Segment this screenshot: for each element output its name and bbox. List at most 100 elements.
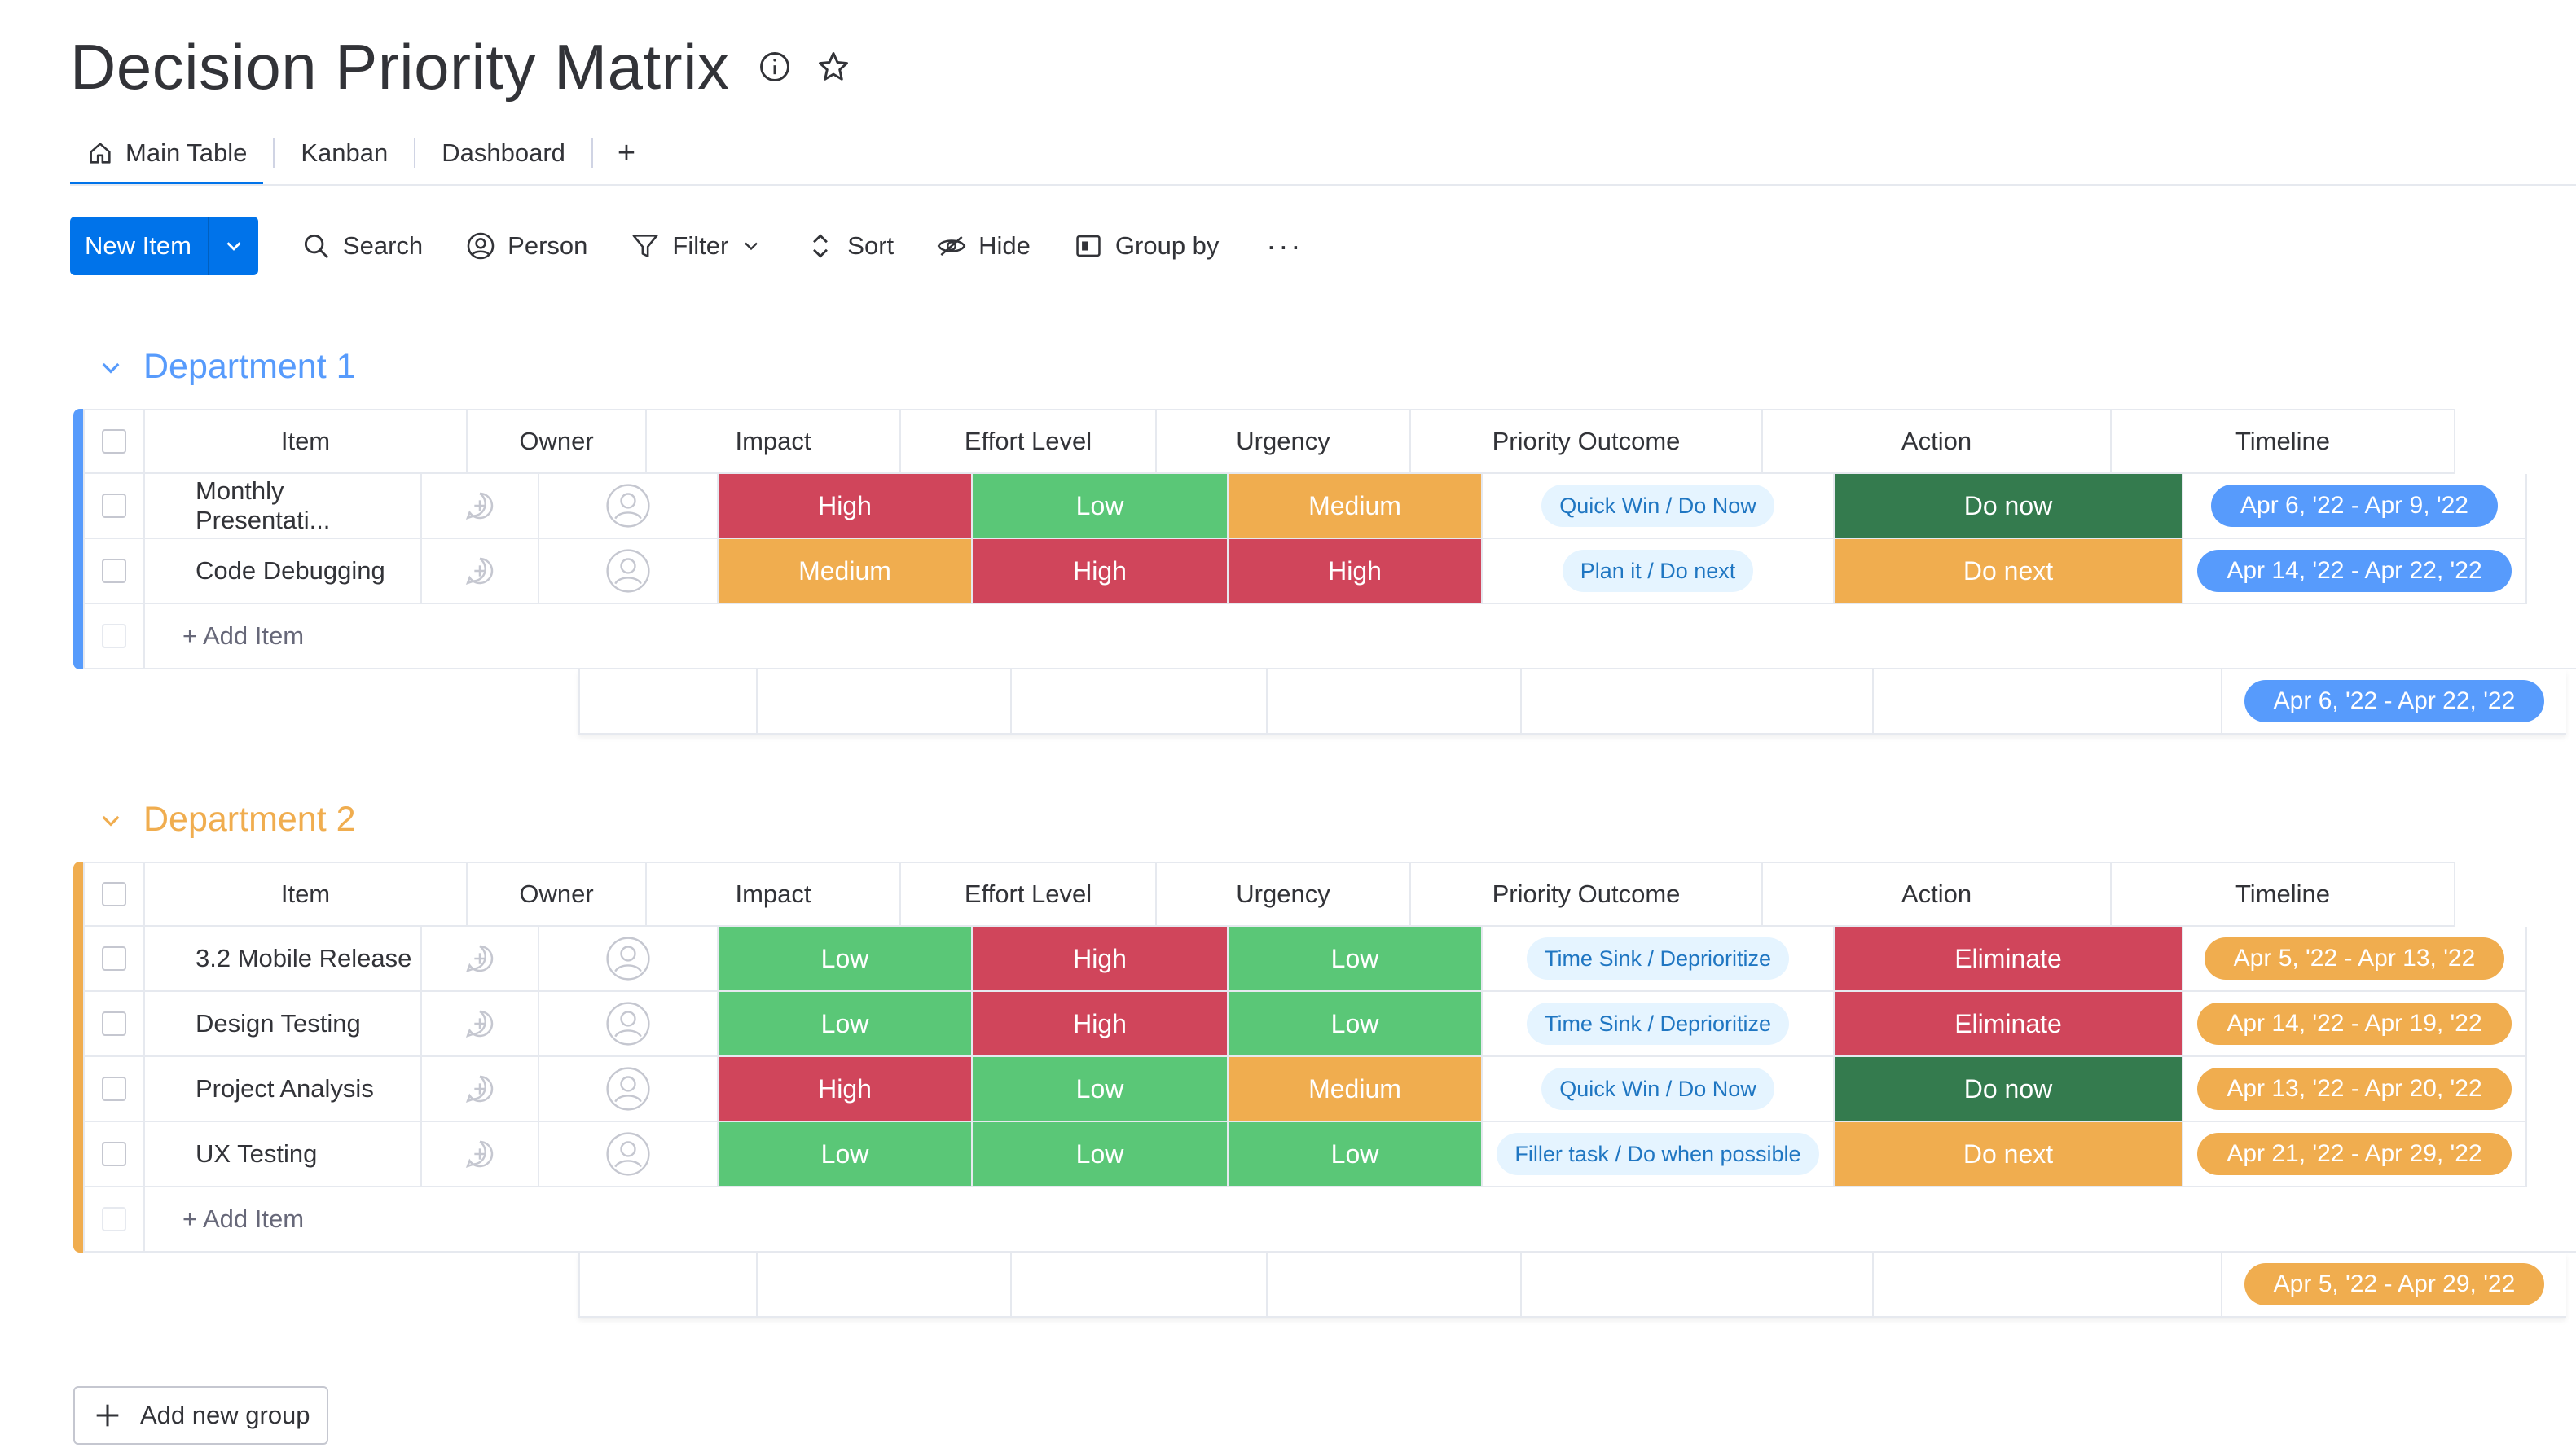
- owner-avatar[interactable]: [539, 539, 719, 604]
- column-header-timeline[interactable]: Timeline: [2112, 409, 2455, 474]
- row-checkbox[interactable]: [102, 494, 126, 518]
- header-checkbox-cell[interactable]: [83, 409, 145, 474]
- action-status[interactable]: Do now: [1835, 1057, 2183, 1122]
- column-header-action[interactable]: Action: [1763, 409, 2112, 474]
- column-header-item[interactable]: Item: [145, 409, 468, 474]
- timeline-cell[interactable]: Apr 21, '22 - Apr 29, '22: [2183, 1122, 2527, 1187]
- column-header-timeline[interactable]: Timeline: [2112, 862, 2455, 927]
- add-update-button[interactable]: [422, 992, 539, 1057]
- item-name[interactable]: Design Testing: [145, 992, 422, 1057]
- add-update-button[interactable]: [422, 1057, 539, 1122]
- add-new-group-button[interactable]: Add new group: [73, 1386, 328, 1445]
- timeline-cell[interactable]: Apr 14, '22 - Apr 22, '22: [2183, 539, 2527, 604]
- column-header-action[interactable]: Action: [1763, 862, 2112, 927]
- add-update-button[interactable]: [422, 474, 539, 539]
- action-status[interactable]: Eliminate: [1835, 927, 2183, 992]
- impact-status[interactable]: High: [719, 474, 973, 539]
- owner-avatar[interactable]: [539, 992, 719, 1057]
- timeline-cell[interactable]: Apr 6, '22 - Apr 9, '22: [2183, 474, 2527, 539]
- column-header-impact[interactable]: Impact: [647, 409, 901, 474]
- priority-outcome-cell[interactable]: Filler task / Do when possible: [1483, 1122, 1835, 1187]
- search-button[interactable]: Search: [301, 230, 423, 261]
- priority-outcome-cell[interactable]: Plan it / Do next: [1483, 539, 1835, 604]
- group-title-department-2[interactable]: Department 2: [98, 800, 356, 840]
- group-by-button[interactable]: Group by: [1073, 230, 1219, 261]
- item-name[interactable]: Monthly Presentati...: [145, 474, 422, 539]
- column-header-impact[interactable]: Impact: [647, 862, 901, 927]
- column-header-owner[interactable]: Owner: [468, 862, 647, 927]
- tab-main-table[interactable]: Main Table: [70, 121, 264, 186]
- effort-status[interactable]: High: [973, 992, 1229, 1057]
- filter-button[interactable]: Filter: [630, 230, 763, 261]
- effort-status[interactable]: Low: [973, 1122, 1229, 1187]
- urgency-status[interactable]: High: [1229, 539, 1483, 604]
- row-checkbox-cell[interactable]: [83, 927, 145, 992]
- urgency-status[interactable]: Medium: [1229, 1057, 1483, 1122]
- impact-status[interactable]: High: [719, 1057, 973, 1122]
- owner-avatar[interactable]: [539, 1057, 719, 1122]
- priority-outcome-cell[interactable]: Quick Win / Do Now: [1483, 1057, 1835, 1122]
- star-icon[interactable]: [815, 49, 851, 85]
- column-header-effort[interactable]: Effort Level: [901, 862, 1157, 927]
- tab-dashboard[interactable]: Dashboard: [425, 121, 582, 186]
- effort-status[interactable]: High: [973, 927, 1229, 992]
- person-filter-button[interactable]: Person: [465, 230, 587, 261]
- timeline-cell[interactable]: Apr 13, '22 - Apr 20, '22: [2183, 1057, 2527, 1122]
- more-options-button[interactable]: ···: [1266, 229, 1303, 262]
- column-header-effort[interactable]: Effort Level: [901, 409, 1157, 474]
- impact-status[interactable]: Low: [719, 992, 973, 1057]
- sort-button[interactable]: Sort: [805, 230, 894, 261]
- owner-avatar[interactable]: [539, 927, 719, 992]
- urgency-status[interactable]: Medium: [1229, 474, 1483, 539]
- row-checkbox[interactable]: [102, 1142, 126, 1166]
- add-item-input[interactable]: + Add Item: [145, 604, 2576, 669]
- action-status[interactable]: Do next: [1835, 1122, 2183, 1187]
- action-status[interactable]: Do now: [1835, 474, 2183, 539]
- group-title-department-1[interactable]: Department 1: [98, 347, 356, 387]
- add-update-button[interactable]: [422, 927, 539, 992]
- item-name[interactable]: Project Analysis: [145, 1057, 422, 1122]
- add-item-input[interactable]: + Add Item: [145, 1187, 2576, 1253]
- impact-status[interactable]: Low: [719, 927, 973, 992]
- select-all-checkbox[interactable]: [102, 429, 126, 454]
- impact-status[interactable]: Low: [719, 1122, 973, 1187]
- effort-status[interactable]: Low: [973, 1057, 1229, 1122]
- column-header-urgency[interactable]: Urgency: [1157, 862, 1411, 927]
- row-checkbox[interactable]: [102, 559, 126, 583]
- row-checkbox-cell[interactable]: [83, 539, 145, 604]
- item-name[interactable]: UX Testing: [145, 1122, 422, 1187]
- new-item-dropdown[interactable]: [207, 217, 258, 275]
- row-checkbox-cell[interactable]: [83, 1122, 145, 1187]
- column-header-priority[interactable]: Priority Outcome: [1411, 862, 1763, 927]
- select-all-checkbox[interactable]: [102, 882, 126, 906]
- row-checkbox-cell[interactable]: [83, 1057, 145, 1122]
- row-checkbox[interactable]: [102, 946, 126, 971]
- item-name[interactable]: Code Debugging: [145, 539, 422, 604]
- timeline-cell[interactable]: Apr 14, '22 - Apr 19, '22: [2183, 992, 2527, 1057]
- row-checkbox-cell[interactable]: [83, 474, 145, 539]
- owner-avatar[interactable]: [539, 474, 719, 539]
- add-view-button[interactable]: +: [617, 135, 636, 170]
- urgency-status[interactable]: Low: [1229, 927, 1483, 992]
- owner-avatar[interactable]: [539, 1122, 719, 1187]
- urgency-status[interactable]: Low: [1229, 992, 1483, 1057]
- priority-outcome-cell[interactable]: Time Sink / Deprioritize: [1483, 992, 1835, 1057]
- add-update-button[interactable]: [422, 539, 539, 604]
- column-header-priority[interactable]: Priority Outcome: [1411, 409, 1763, 474]
- impact-status[interactable]: Medium: [719, 539, 973, 604]
- row-checkbox[interactable]: [102, 1077, 126, 1101]
- item-name[interactable]: 3.2 Mobile Release: [145, 927, 422, 992]
- new-item-button[interactable]: New Item: [85, 231, 191, 260]
- add-update-button[interactable]: [422, 1122, 539, 1187]
- info-icon[interactable]: [757, 49, 793, 85]
- row-checkbox[interactable]: [102, 1011, 126, 1036]
- action-status[interactable]: Eliminate: [1835, 992, 2183, 1057]
- tab-kanban[interactable]: Kanban: [284, 121, 404, 186]
- timeline-cell[interactable]: Apr 5, '22 - Apr 13, '22: [2183, 927, 2527, 992]
- effort-status[interactable]: Low: [973, 474, 1229, 539]
- column-header-item[interactable]: Item: [145, 862, 468, 927]
- priority-outcome-cell[interactable]: Time Sink / Deprioritize: [1483, 927, 1835, 992]
- column-header-urgency[interactable]: Urgency: [1157, 409, 1411, 474]
- header-checkbox-cell[interactable]: [83, 862, 145, 927]
- priority-outcome-cell[interactable]: Quick Win / Do Now: [1483, 474, 1835, 539]
